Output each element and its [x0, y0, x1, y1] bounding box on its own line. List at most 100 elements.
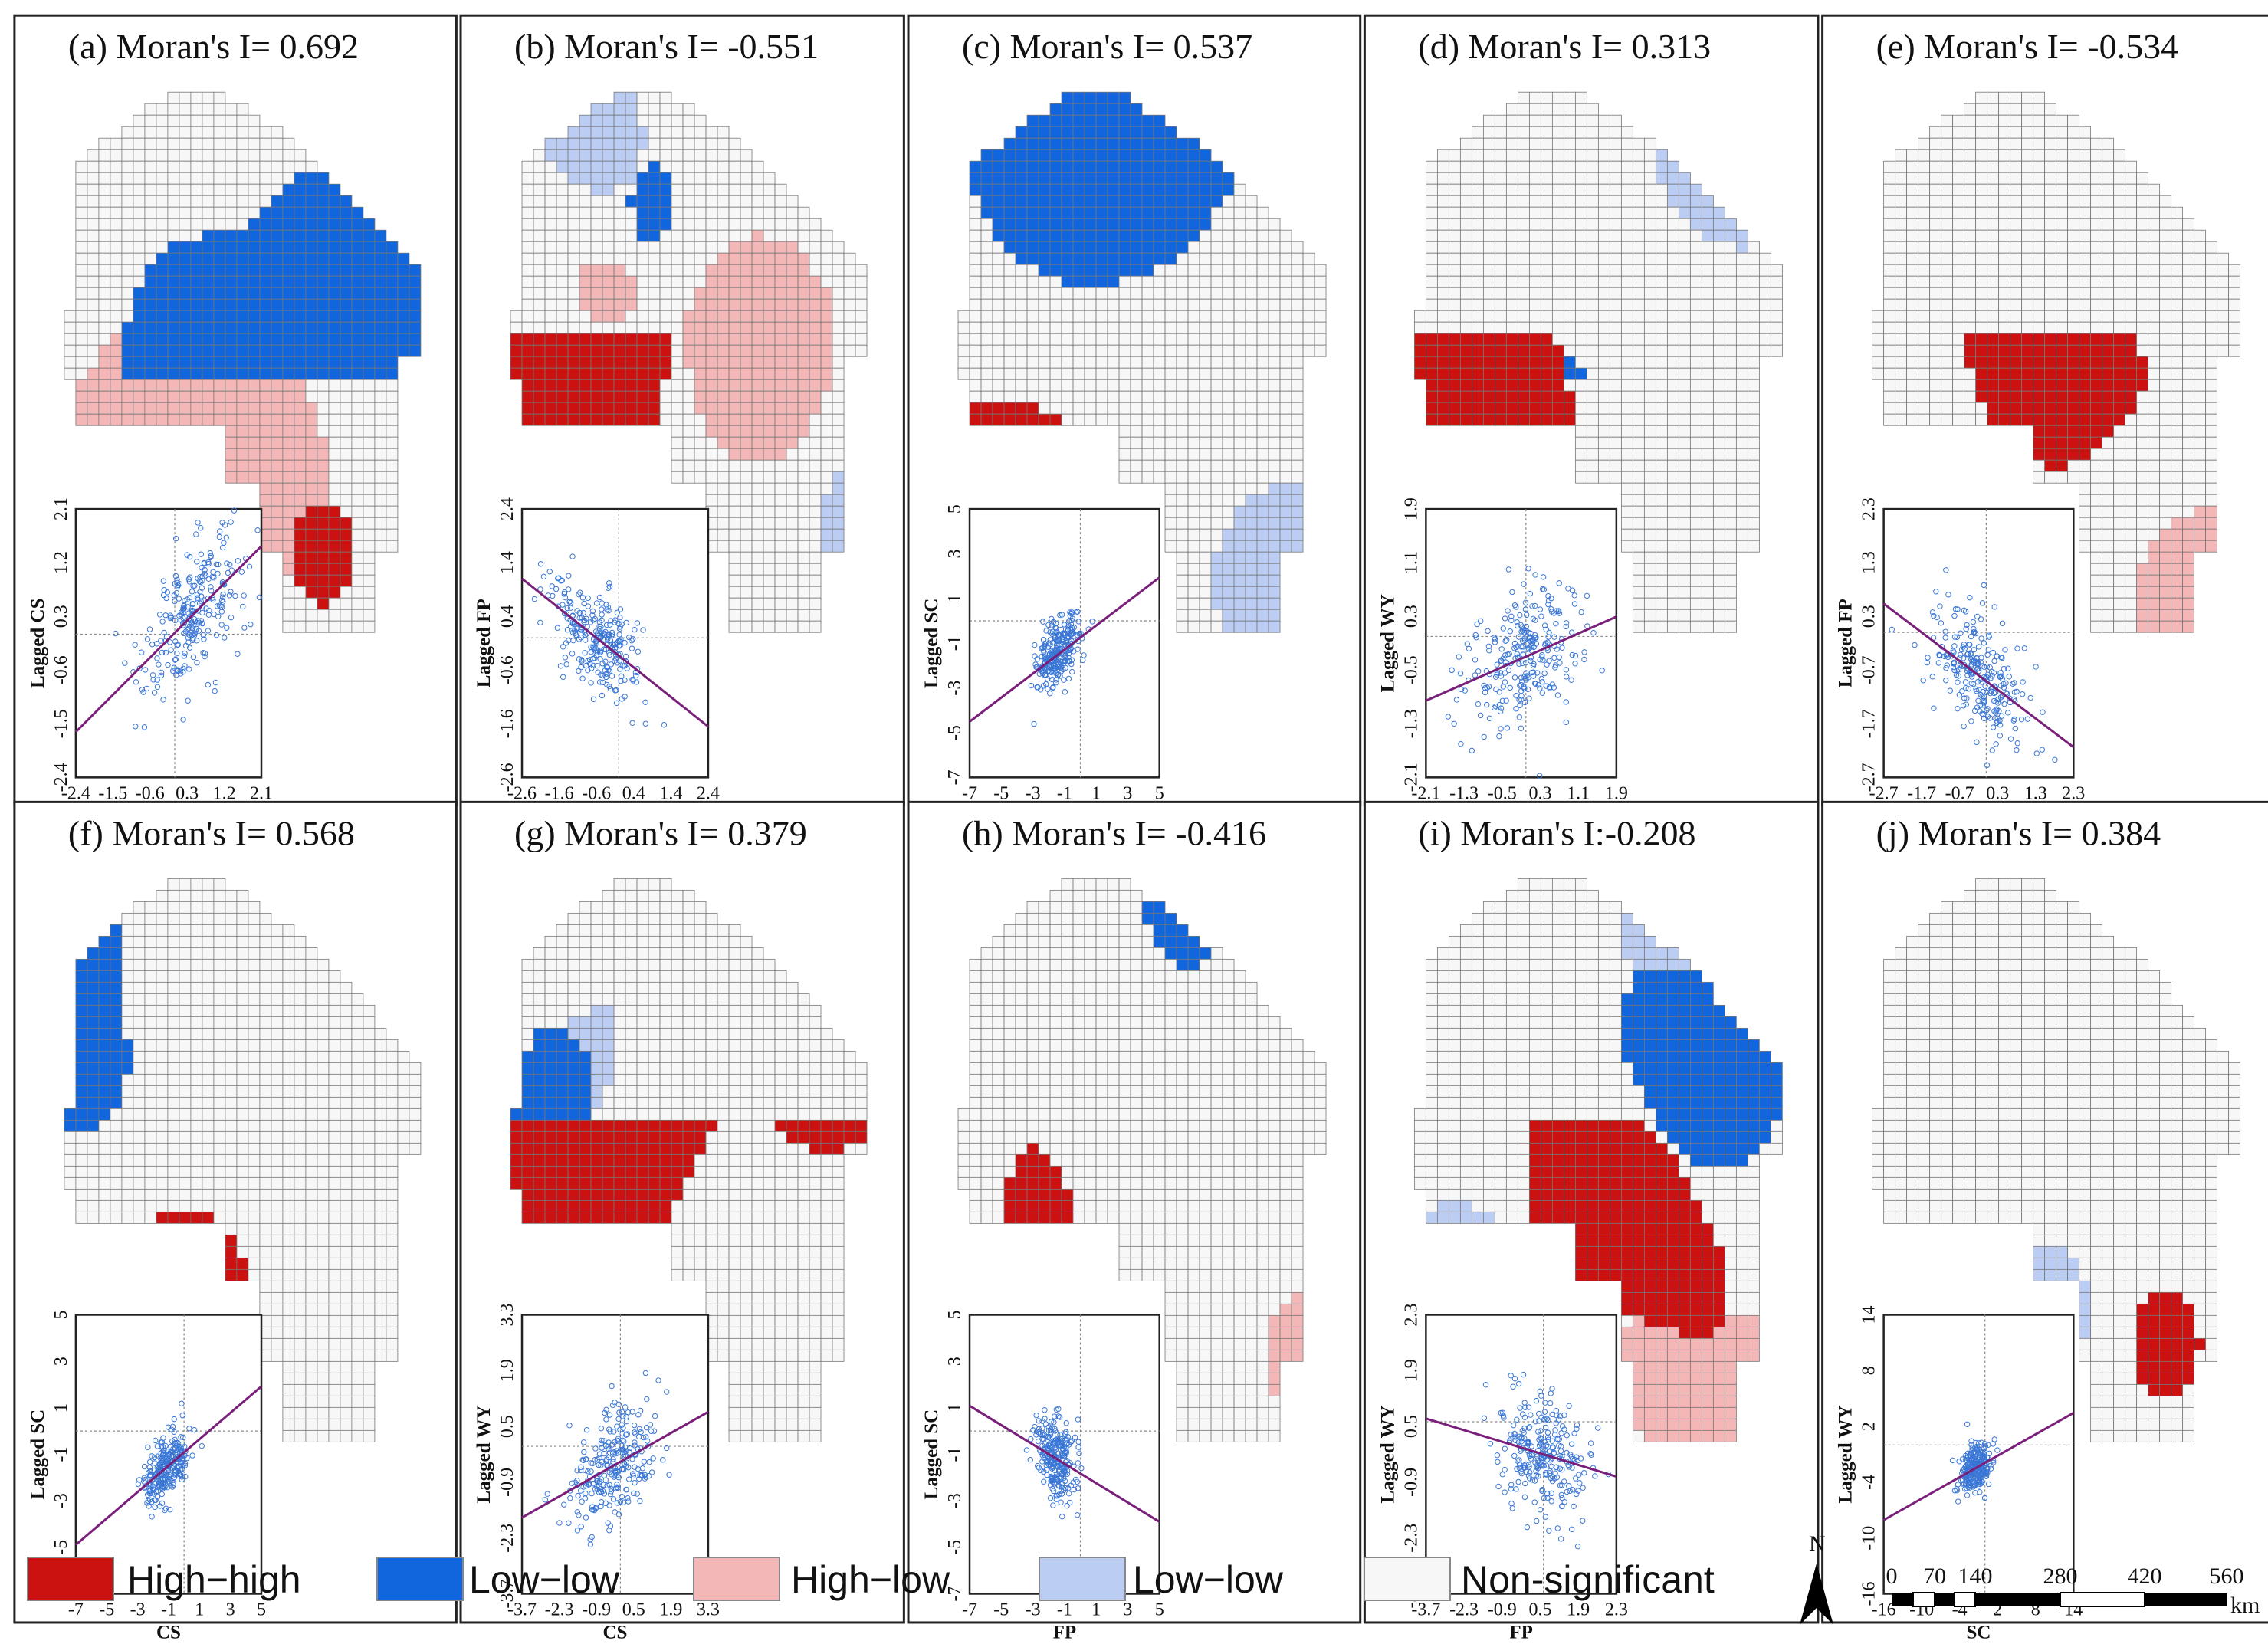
map-cell — [409, 344, 422, 357]
map-cell — [820, 252, 833, 265]
map-cell — [1689, 448, 1702, 461]
map-cell — [248, 218, 261, 231]
map-cell — [751, 275, 764, 288]
map-cell — [1482, 356, 1495, 369]
map-cell — [282, 379, 295, 392]
map-cell — [213, 149, 226, 162]
map-cell — [1164, 344, 1177, 357]
map-cell — [351, 425, 364, 438]
map-cell — [740, 586, 753, 599]
map-cell — [1130, 356, 1143, 369]
map-cell — [294, 367, 307, 380]
map-cell — [1026, 390, 1039, 403]
map-cell — [992, 321, 1005, 334]
map-cell — [1620, 149, 1633, 162]
map-cell — [75, 321, 88, 334]
map-cell — [1118, 367, 1131, 380]
map-cell — [786, 356, 799, 369]
map-cell — [1187, 137, 1200, 150]
y-tick-label: 5 — [945, 504, 965, 514]
map-cell — [751, 574, 764, 587]
map-cell — [1540, 114, 1553, 127]
map-cell — [328, 287, 341, 300]
map-cell — [1256, 459, 1269, 472]
map-cell — [1540, 91, 1553, 104]
map-cell — [1689, 540, 1702, 553]
map-cell — [1107, 126, 1120, 139]
map-cell — [1895, 252, 1908, 265]
map-cell — [1712, 609, 1725, 622]
map-cell — [728, 459, 741, 472]
map-cell — [1551, 172, 1564, 185]
map-cell — [521, 275, 534, 288]
map-cell — [1176, 528, 1189, 541]
map-cell — [590, 321, 603, 334]
map-cell — [133, 241, 146, 254]
scatter-point — [1521, 673, 1528, 680]
map-cell — [1678, 494, 1691, 507]
map-cell — [1609, 333, 1622, 346]
map-cell — [271, 494, 284, 507]
map-cell — [510, 321, 523, 334]
map-cell — [751, 620, 764, 633]
map-cell — [1187, 586, 1200, 599]
scatter-point — [228, 519, 234, 525]
map-cell — [694, 229, 707, 242]
scatter-frame-d — [1425, 507, 1618, 779]
map-cell — [694, 459, 707, 472]
map-cell — [340, 517, 353, 530]
scatter-point — [661, 722, 668, 728]
map-cell — [1643, 321, 1656, 334]
map-cell — [521, 287, 534, 300]
map-cell — [305, 574, 318, 587]
map-cell — [282, 183, 295, 196]
map-cell — [1413, 321, 1426, 334]
map-cell — [1095, 310, 1108, 323]
map-cell — [1268, 586, 1281, 599]
map-cell — [1678, 252, 1691, 265]
map-cell — [1528, 195, 1541, 208]
map-cell — [1540, 103, 1553, 116]
map-cell — [1153, 459, 1166, 472]
map-cell — [786, 574, 799, 587]
map-cell — [728, 494, 741, 507]
map-cell — [144, 413, 157, 426]
map-cell — [351, 609, 364, 622]
scatter-point — [565, 586, 572, 592]
map-cell — [992, 275, 1005, 288]
map-cell — [969, 183, 982, 196]
scatter-point — [1529, 603, 1535, 609]
map-cell — [694, 126, 707, 139]
map-cell — [1210, 540, 1223, 553]
map-cell — [1643, 252, 1656, 265]
map-cell — [1482, 402, 1495, 415]
map-cell — [1233, 333, 1246, 346]
scatter-point — [141, 724, 148, 730]
map-cell — [1735, 494, 1748, 507]
map-cell — [1459, 206, 1472, 219]
map-cell — [121, 229, 134, 242]
map-cell — [374, 275, 387, 288]
scatter-point — [1496, 733, 1502, 740]
map-cell — [1245, 402, 1258, 415]
map-cell — [340, 241, 353, 254]
scatter-point — [610, 642, 617, 648]
scatter-point — [1498, 705, 1505, 711]
map-cell — [1643, 517, 1656, 530]
map-cell — [1026, 356, 1039, 369]
scatter-point — [182, 650, 188, 657]
map-cell — [1256, 275, 1269, 288]
map-cell — [340, 528, 353, 541]
map-cell — [1929, 287, 1942, 300]
map-cell — [1540, 183, 1553, 196]
map-cell — [1107, 402, 1120, 415]
map-cell — [1245, 551, 1258, 564]
map-cell — [1199, 344, 1212, 357]
map-cell — [567, 402, 580, 415]
map-cell — [225, 471, 238, 484]
map-cell — [740, 252, 753, 265]
map-cell — [156, 298, 169, 311]
map-cell — [1655, 275, 1668, 288]
map-cell — [1095, 218, 1108, 231]
map-cell — [740, 333, 753, 346]
